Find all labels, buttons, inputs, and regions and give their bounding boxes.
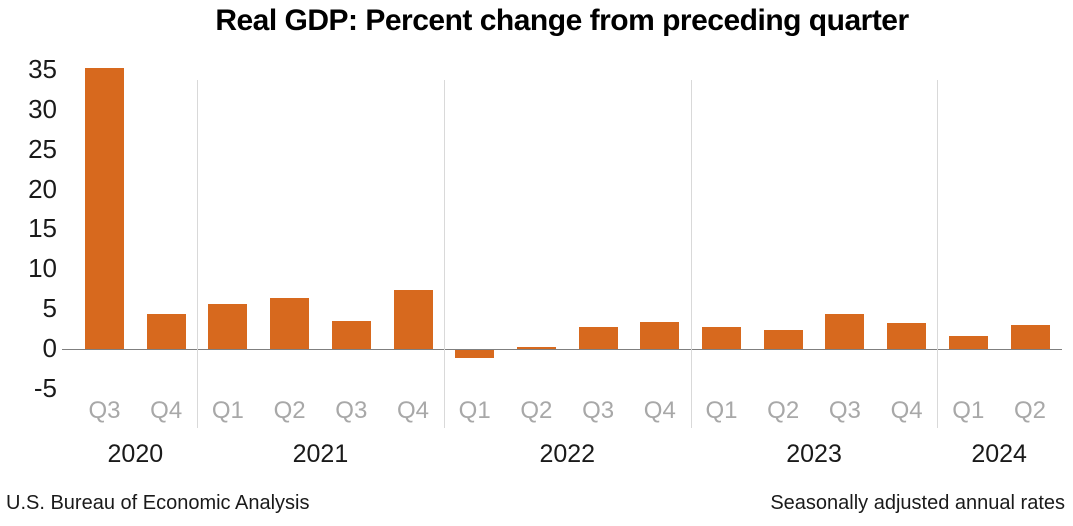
quarter-label: Q2 <box>767 397 800 424</box>
quarter-label: Q3 <box>335 397 368 424</box>
gdp-bar <box>578 327 618 349</box>
gdp-bar <box>887 323 927 349</box>
quarter-label: Q2 <box>520 397 553 424</box>
quarter-label: Q4 <box>396 397 429 424</box>
quarter-label: Q1 <box>458 397 491 424</box>
quarter-label: Q4 <box>643 397 676 424</box>
gdp-bar <box>825 313 865 349</box>
chart-footer: U.S. Bureau of Economic Analysis Seasona… <box>0 491 1073 515</box>
gdp-bar <box>516 346 556 349</box>
y-axis-tick-label: 35 <box>28 54 57 85</box>
quarter-label: Q4 <box>150 397 183 424</box>
year-label: 2022 <box>539 440 596 468</box>
year-label: 2024 <box>971 440 1027 468</box>
gdp-bar <box>146 313 186 349</box>
quarter-label: Q1 <box>952 397 985 424</box>
gdp-bar <box>393 290 433 349</box>
gdp-bar <box>331 321 371 349</box>
y-axis-tick-label: 30 <box>28 93 57 124</box>
quarter-label: Q2 <box>273 397 306 424</box>
y-axis-tick-label: 25 <box>28 133 57 164</box>
year-label: 2023 <box>786 440 842 468</box>
year-label: 2021 <box>292 440 349 468</box>
quarter-label: Q2 <box>1013 397 1046 424</box>
quarter-label: Q4 <box>890 397 923 424</box>
source-label: U.S. Bureau of Economic Analysis <box>6 492 310 514</box>
gdp-bar <box>763 329 803 349</box>
y-axis-tick-label: 10 <box>28 253 57 284</box>
year-label: 2020 <box>107 440 164 468</box>
quarter-label: Q3 <box>828 397 861 424</box>
gdp-bar <box>1010 325 1050 349</box>
gdp-bar <box>208 304 248 349</box>
chart-title: Real GDP: Percent change from preceding … <box>215 4 909 37</box>
y-axis-tick-label: 0 <box>42 333 57 363</box>
year-separator-line <box>690 80 692 428</box>
quarter-label: Q3 <box>88 397 121 424</box>
gdp-bar <box>85 68 124 349</box>
gdp-bar <box>948 336 988 349</box>
y-axis-tick-label: 15 <box>28 213 57 244</box>
year-separator-line <box>937 80 939 428</box>
zero-axis-line <box>62 349 1062 350</box>
adjustment-note-label: Seasonally adjusted annual rates <box>770 492 1065 514</box>
quarter-label: Q1 <box>211 397 244 424</box>
plot-area: 35 30 25 20 15 10 5 0 -5 2020 2021 2022 2023 2024 Q3 Q4… <box>28 54 1062 468</box>
quarter-label: Q1 <box>705 397 738 424</box>
y-axis-tick-label: -5 <box>33 372 57 403</box>
gdp-bar <box>640 321 680 349</box>
year-separator-line <box>197 80 199 428</box>
gdp-bar <box>702 326 741 349</box>
gdp-bar <box>455 350 495 358</box>
y-axis-tick-label: 5 <box>42 293 57 324</box>
y-axis-tick-label: 20 <box>28 173 57 204</box>
year-separator-line <box>443 80 445 428</box>
quarter-label: Q3 <box>582 397 615 424</box>
gdp-bar <box>270 297 310 349</box>
